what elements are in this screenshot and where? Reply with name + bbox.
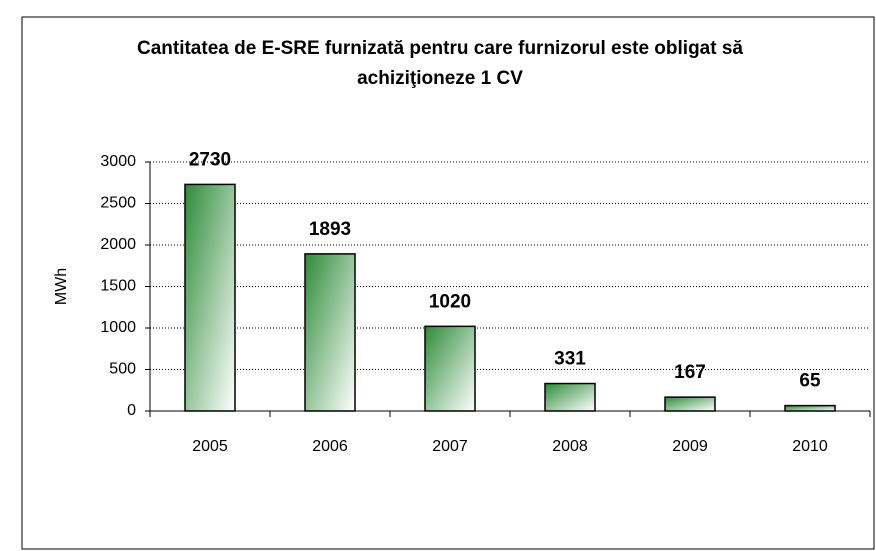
y-tick-label: 500: [109, 361, 136, 378]
data-label: 331: [554, 349, 586, 370]
x-tick-label: 2005: [192, 438, 228, 455]
chart-frame: [21, 16, 875, 550]
bar: [784, 404, 836, 412]
data-label: 65: [799, 371, 821, 392]
bar: [424, 325, 476, 412]
x-tick-label: 2006: [312, 438, 348, 455]
y-tick-label: 2000: [100, 236, 136, 253]
bar: [184, 183, 236, 412]
bar: [544, 382, 596, 412]
x-tick-label: 2009: [672, 438, 708, 455]
x-tick-label: 2008: [552, 438, 588, 455]
y-tick-label: 1500: [100, 278, 136, 295]
bar: [664, 396, 716, 412]
y-tick-label: 1000: [100, 319, 136, 336]
data-label: 1893: [309, 219, 351, 240]
x-tick-label: 2010: [792, 438, 828, 455]
bar: [304, 253, 356, 412]
y-tick-label: 2500: [100, 195, 136, 212]
data-label: 2730: [189, 149, 231, 170]
data-label: 167: [674, 362, 706, 383]
y-axis-label: MWh: [53, 268, 70, 305]
chart-title: Cantitatea de E-SRE furnizată pentru car…: [136, 38, 743, 89]
y-tick-label: 3000: [100, 153, 136, 170]
y-tick-label: 0: [127, 402, 136, 419]
data-label: 1020: [429, 291, 471, 312]
x-tick-label: 2007: [432, 438, 468, 455]
